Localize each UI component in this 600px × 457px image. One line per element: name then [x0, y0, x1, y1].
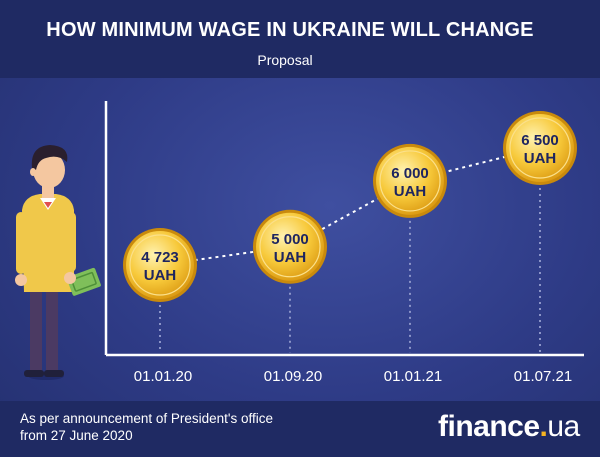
x-tick-label: 01.09.20: [264, 368, 322, 385]
coin-face: [376, 146, 444, 215]
person-illustration: [15, 145, 101, 380]
value-label: 5 000: [271, 231, 309, 248]
series-line: [159, 147, 541, 266]
coin-face: [126, 231, 194, 299]
coin-ring: [129, 234, 191, 296]
unit-label: UAH: [524, 150, 557, 167]
unit-label: UAH: [394, 183, 427, 200]
source-note-line-1: As per announcement of President's offic…: [20, 411, 273, 426]
footer-band: [0, 401, 600, 457]
coin-ring: [379, 150, 441, 212]
coin-ring: [509, 117, 571, 179]
logo-tld: ua: [547, 410, 580, 443]
unit-label: UAH: [274, 249, 307, 266]
value-label: 6 000: [391, 165, 429, 182]
logo-name: finance: [438, 410, 540, 443]
value-label: 6 500: [521, 132, 559, 149]
banknote-icon: [66, 267, 101, 296]
coin-face: [506, 114, 574, 182]
chart-subtitle: Proposal: [257, 52, 313, 68]
value-label: 4 723: [141, 249, 179, 266]
source-note-line-2: from 27 June 2020: [20, 428, 133, 443]
x-tick-label: 01.01.21: [384, 368, 442, 385]
header-band: [0, 0, 600, 78]
logo-dot: .: [539, 410, 548, 443]
coin-face: [256, 212, 324, 281]
unit-label: UAH: [144, 267, 177, 284]
source-note: As per announcement of President's offic…: [20, 410, 320, 444]
x-tick-label: 01.07.21: [514, 368, 572, 385]
x-tick-label: 01.01.20: [134, 368, 192, 385]
chart-title: HOW MINIMUM WAGE IN UKRAINE WILL CHANGE: [46, 19, 534, 41]
coin-ring: [259, 216, 321, 278]
finance-ua-logo: finance.ua: [438, 410, 580, 444]
